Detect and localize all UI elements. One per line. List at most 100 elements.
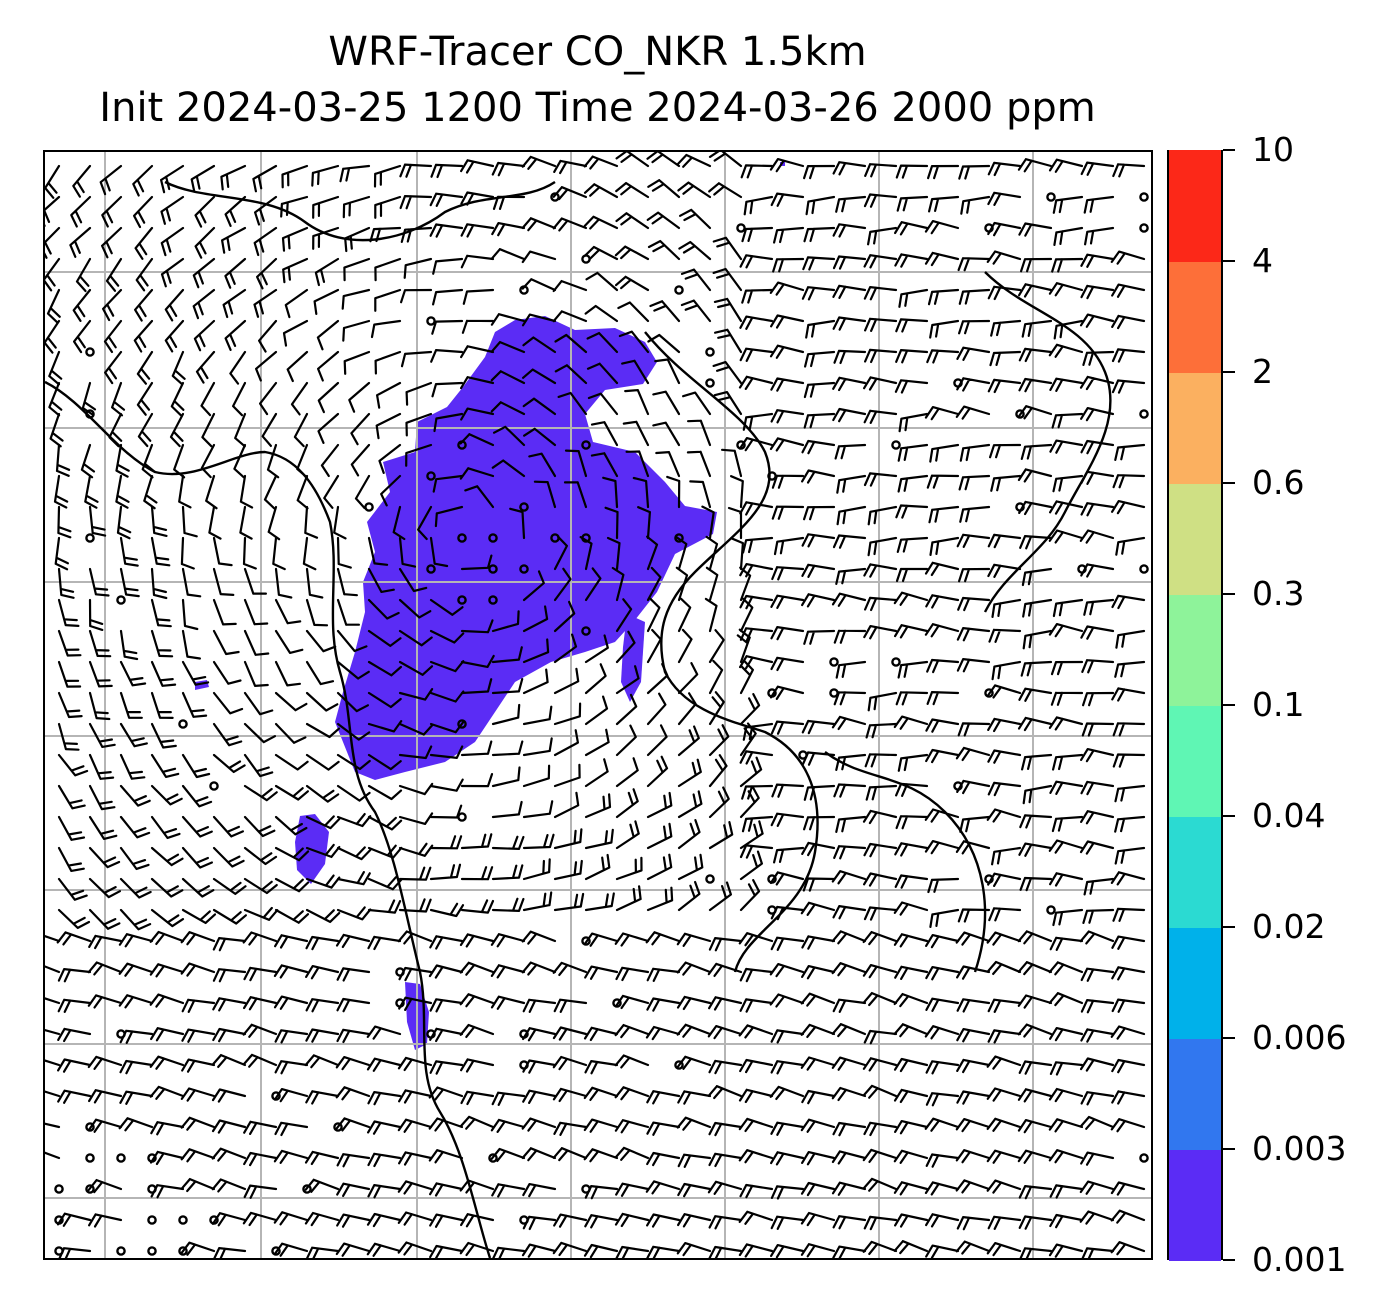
wind-barb bbox=[986, 1087, 1022, 1102]
wind-barb bbox=[57, 877, 88, 901]
calm-wind-marker bbox=[178, 719, 188, 729]
wind-barbs bbox=[45, 152, 1146, 1258]
wind-barb bbox=[181, 846, 213, 869]
wind-barb bbox=[212, 877, 247, 895]
map-panel[interactable] bbox=[43, 150, 1153, 1260]
wind-barb bbox=[1049, 1213, 1084, 1229]
wind-barb bbox=[522, 570, 545, 602]
wind-barb bbox=[429, 598, 464, 616]
wind-barb bbox=[460, 773, 494, 788]
wind-barb bbox=[739, 347, 774, 362]
wind-barb bbox=[181, 908, 217, 924]
wind-barb bbox=[865, 722, 898, 739]
wind-barb bbox=[863, 1215, 898, 1231]
wind-barb bbox=[367, 1091, 402, 1106]
wind-barb bbox=[460, 619, 494, 634]
wind-barb bbox=[645, 1180, 681, 1195]
wind-barb bbox=[57, 629, 82, 657]
wind-barb bbox=[57, 815, 86, 841]
wind-barb bbox=[336, 753, 371, 771]
wind-barb bbox=[336, 871, 371, 886]
wind-barb bbox=[615, 885, 642, 912]
wind-barb bbox=[460, 376, 495, 390]
wind-barb bbox=[895, 567, 929, 583]
wind-barb bbox=[742, 412, 774, 431]
wind-barb bbox=[800, 1056, 836, 1071]
calm-wind-marker bbox=[1046, 905, 1056, 915]
wind-barb bbox=[739, 1183, 774, 1199]
wind-barb bbox=[615, 757, 639, 788]
wind-barb bbox=[150, 660, 177, 687]
wind-barb bbox=[150, 629, 174, 658]
wind-barb bbox=[305, 598, 329, 627]
wind-barb bbox=[682, 391, 712, 416]
wind-barb bbox=[336, 567, 358, 597]
wind-barb bbox=[675, 566, 689, 602]
wind-barb bbox=[987, 781, 1022, 797]
wind-barb bbox=[243, 567, 267, 595]
wind-barb bbox=[646, 566, 662, 602]
wind-barb bbox=[57, 908, 91, 929]
wind-barb bbox=[679, 208, 712, 230]
wind-barb bbox=[772, 257, 805, 273]
wind-barb bbox=[1020, 660, 1053, 677]
wind-barb bbox=[88, 722, 116, 748]
wind-barb bbox=[459, 933, 495, 948]
wind-barb bbox=[654, 358, 681, 385]
wind-barb bbox=[273, 1211, 309, 1226]
wind-barb bbox=[646, 755, 669, 788]
wind-barb bbox=[432, 474, 464, 493]
plume-main-area bbox=[335, 316, 717, 780]
wind-barb bbox=[552, 280, 588, 293]
wind-barb bbox=[959, 443, 991, 462]
wind-barb bbox=[88, 934, 123, 950]
wind-barb bbox=[243, 846, 278, 866]
wind-barb bbox=[491, 740, 524, 757]
wind-barb bbox=[986, 1117, 1022, 1132]
wind-barb bbox=[1083, 195, 1115, 214]
wind-barb bbox=[553, 567, 572, 602]
wind-barb bbox=[803, 629, 836, 645]
calm-wind-marker bbox=[85, 409, 95, 419]
wind-barb bbox=[584, 567, 602, 602]
wind-barb bbox=[136, 381, 154, 416]
wind-barb bbox=[169, 412, 185, 448]
calm-wind-marker bbox=[891, 440, 901, 450]
wind-barb bbox=[614, 1054, 650, 1069]
wind-barb bbox=[738, 1024, 774, 1039]
wind-barb bbox=[461, 319, 495, 334]
wind-barb bbox=[632, 476, 650, 509]
wind-barb bbox=[490, 964, 526, 979]
wind-barb bbox=[376, 381, 402, 409]
wind-barb bbox=[739, 722, 757, 757]
wind-barb bbox=[1082, 908, 1115, 924]
wind-barb bbox=[119, 908, 152, 931]
wind-barb bbox=[926, 349, 960, 364]
wind-barb bbox=[615, 693, 638, 726]
wind-barb bbox=[491, 222, 526, 237]
wind-barb bbox=[769, 437, 805, 452]
wind-barb bbox=[988, 628, 1022, 643]
wind-barb bbox=[119, 1059, 154, 1075]
wind-barb bbox=[180, 1087, 216, 1102]
wind-barb bbox=[645, 931, 681, 946]
wind-barb bbox=[708, 996, 743, 1011]
wind-barb bbox=[335, 1056, 371, 1071]
wind-barb bbox=[317, 381, 340, 414]
calm-wind-marker bbox=[705, 347, 715, 357]
wind-barb bbox=[354, 474, 371, 510]
wind-barb bbox=[617, 301, 650, 323]
wind-barb bbox=[894, 1213, 929, 1228]
wind-barb bbox=[160, 195, 185, 225]
wind-barb bbox=[770, 1151, 805, 1166]
calm-wind-marker bbox=[85, 347, 95, 357]
wind-barb bbox=[833, 783, 867, 798]
calm-wind-marker bbox=[147, 1246, 157, 1256]
calm-wind-marker bbox=[519, 1060, 529, 1070]
wind-barb bbox=[243, 784, 278, 802]
wind-barb bbox=[730, 475, 744, 509]
wind-barb bbox=[736, 628, 751, 664]
wind-barb bbox=[102, 288, 123, 322]
wind-barb bbox=[771, 505, 805, 520]
calm-wind-marker bbox=[581, 440, 591, 450]
